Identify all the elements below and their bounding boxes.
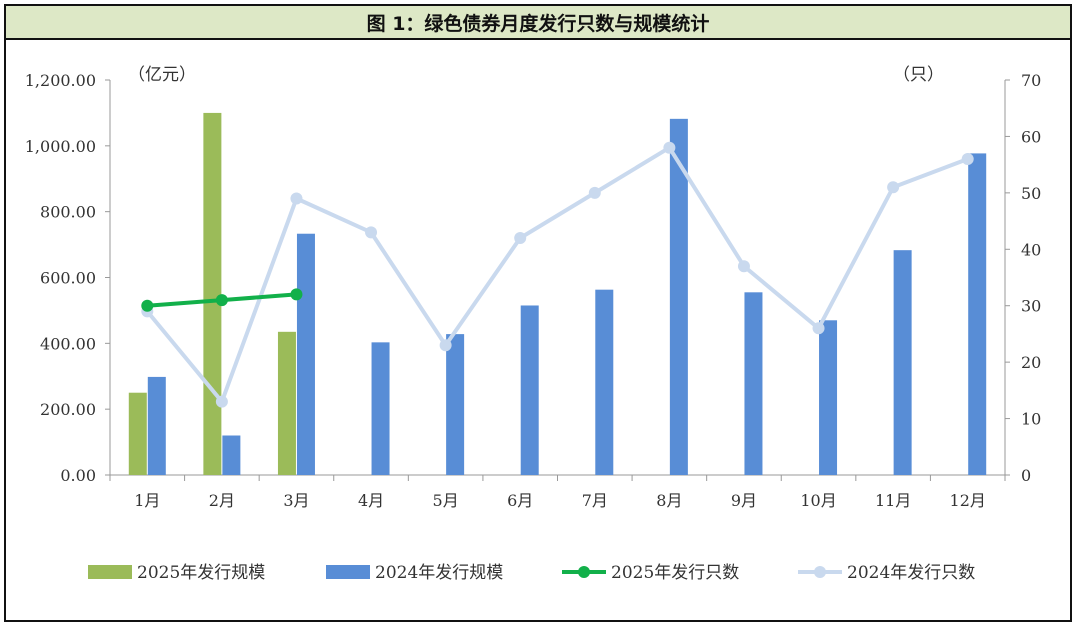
bar-2024-scale bbox=[222, 435, 241, 475]
bar-2024-scale bbox=[669, 118, 688, 475]
y-left-tick-label: 200.00 bbox=[40, 400, 96, 419]
bar-2024-scale bbox=[744, 292, 763, 475]
legend-2024-count-label: 2024年发行只数 bbox=[847, 563, 975, 583]
x-tick-label: 10月 bbox=[800, 491, 836, 510]
x-tick-label: 7月 bbox=[582, 491, 608, 510]
point-2024-count bbox=[737, 260, 750, 273]
point-2024-count bbox=[887, 181, 900, 194]
y-right-tick-label: 30 bbox=[1021, 297, 1041, 316]
point-2024-count bbox=[365, 226, 378, 239]
point-2024-count bbox=[514, 232, 527, 244]
point-2024-count bbox=[588, 186, 601, 199]
legend-2025-scale-label: 2025年发行规模 bbox=[137, 563, 265, 583]
point-2025-count bbox=[290, 288, 303, 301]
x-tick-label: 3月 bbox=[283, 491, 309, 510]
point-2024-count bbox=[290, 192, 303, 205]
x-tick-label: 8月 bbox=[656, 491, 682, 510]
point-2024-count bbox=[961, 153, 974, 165]
y-left-unit: （亿元） bbox=[128, 65, 196, 85]
x-tick-label: 1月 bbox=[134, 491, 160, 510]
chart-title: 图 1：绿色债券月度发行只数与规模统计 bbox=[366, 12, 710, 35]
legend-2024-count-marker bbox=[814, 566, 826, 578]
legend-2025-count-marker bbox=[578, 566, 590, 578]
legend-2025-count-label: 2025年发行只数 bbox=[611, 563, 739, 583]
x-tick-label: 12月 bbox=[950, 491, 986, 510]
bar-2024-scale bbox=[595, 289, 614, 475]
bar-2024-scale bbox=[446, 334, 465, 475]
legend-2025-scale-swatch bbox=[88, 565, 132, 579]
y-right-tick-label: 0 bbox=[1021, 466, 1031, 485]
point-2024-count bbox=[663, 141, 676, 154]
x-tick-label: 4月 bbox=[358, 491, 384, 510]
y-left-tick-label: 0.00 bbox=[60, 466, 96, 485]
bar-2025-scale bbox=[128, 392, 147, 475]
y-right-tick-label: 60 bbox=[1021, 127, 1041, 146]
line-2024-count bbox=[145, 145, 969, 404]
y-left-tick-label: 1,000.00 bbox=[25, 137, 96, 156]
y-left-tick-label: 800.00 bbox=[40, 203, 96, 222]
y-right-tick-label: 10 bbox=[1021, 410, 1041, 429]
x-tick-label: 2月 bbox=[209, 491, 235, 510]
bar-2024-scale bbox=[968, 153, 987, 475]
bar-2025-scale bbox=[203, 112, 222, 476]
x-tick-label: 9月 bbox=[731, 491, 757, 510]
bar-2024-scale bbox=[520, 305, 539, 475]
point-2024-count bbox=[812, 322, 825, 335]
y-right-unit: （只） bbox=[893, 65, 944, 85]
y-left-tick-label: 1,200.00 bbox=[25, 71, 96, 90]
y-right-tick-label: 70 bbox=[1021, 71, 1041, 90]
x-tick-label: 5月 bbox=[433, 491, 459, 510]
bar-2024-scale bbox=[147, 376, 166, 475]
legend-2024-scale-label: 2024年发行规模 bbox=[375, 563, 503, 583]
bar-2024-scale bbox=[371, 342, 390, 475]
x-tick-label: 6月 bbox=[507, 491, 533, 510]
point-2024-count bbox=[215, 395, 228, 408]
bar-2024-scale bbox=[819, 320, 838, 475]
point-2025-count bbox=[215, 294, 228, 307]
title-bar: 图 1：绿色债券月度发行只数与规模统计 bbox=[6, 6, 1070, 40]
y-left-tick-label: 600.00 bbox=[40, 269, 96, 288]
bar-2025-scale bbox=[277, 331, 296, 475]
legend-2024-scale-swatch bbox=[326, 565, 370, 579]
y-right-tick-label: 50 bbox=[1021, 184, 1041, 203]
y-right-tick-label: 20 bbox=[1021, 353, 1041, 372]
point-2024-count bbox=[439, 339, 452, 352]
point-2025-count bbox=[141, 299, 154, 312]
bar-2024-scale bbox=[893, 250, 912, 475]
x-tick-label: 11月 bbox=[875, 491, 911, 510]
y-right-tick-label: 40 bbox=[1021, 240, 1041, 259]
bar-2024-scale bbox=[296, 233, 315, 475]
y-left-tick-label: 400.00 bbox=[40, 334, 96, 353]
